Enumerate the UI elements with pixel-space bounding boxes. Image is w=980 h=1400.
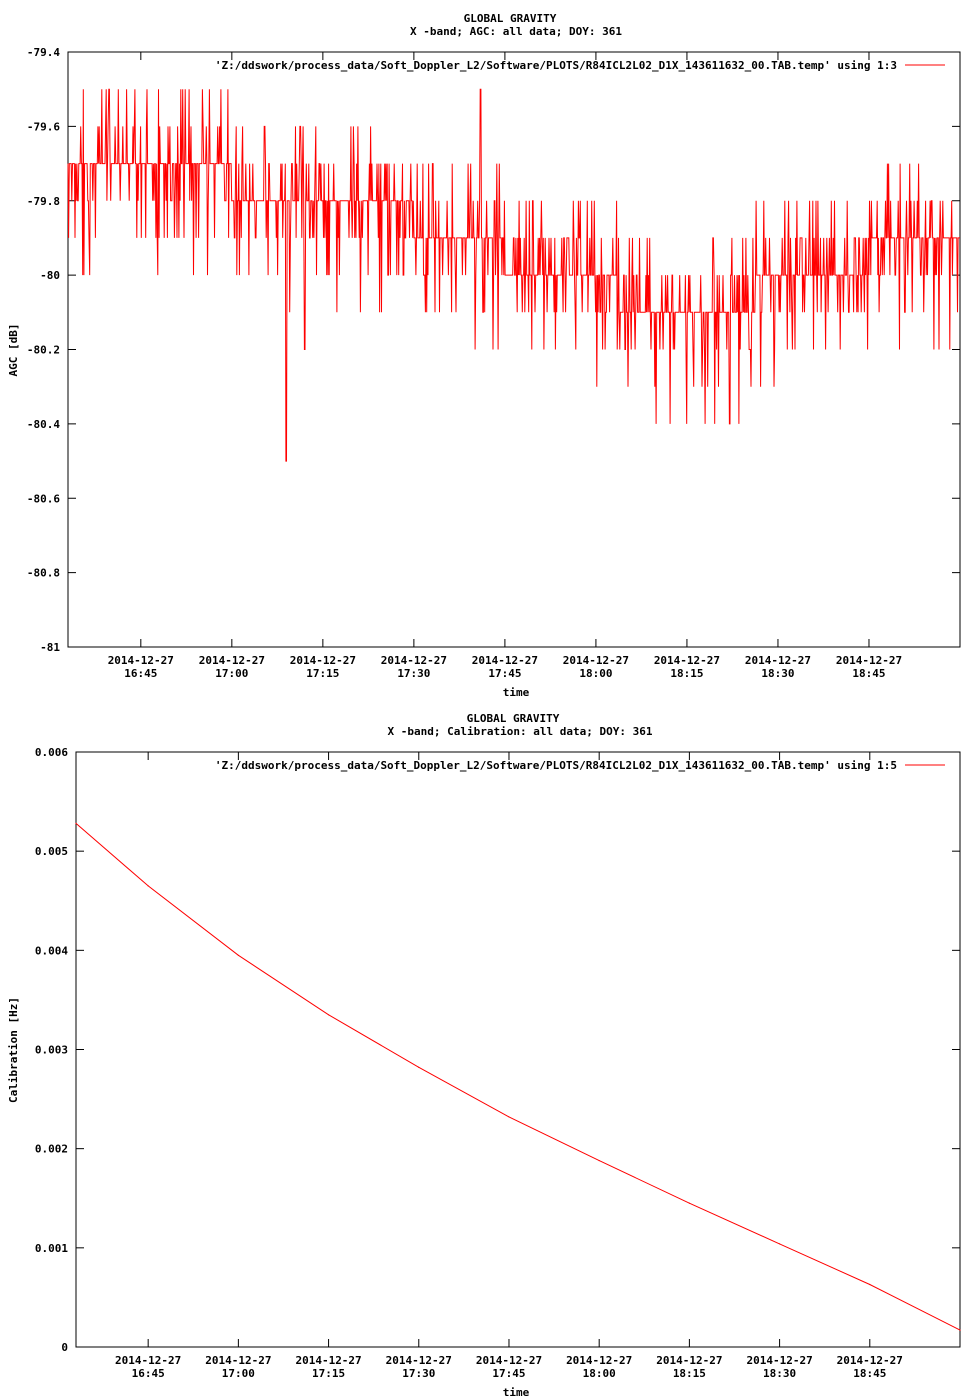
calibration-legend-label: 'Z:/ddswork/process_data/Soft_Doppler_L2… [215, 759, 897, 772]
agc-x-tick-date: 2014-12-27 [836, 654, 902, 667]
calibration-data-point [688, 1202, 690, 1204]
agc-x-tick-date: 2014-12-27 [472, 654, 538, 667]
calibration-x-tick-time: 18:30 [763, 1367, 796, 1380]
agc-y-tick-label: -79.6 [27, 120, 60, 133]
calibration-data-point [778, 1243, 781, 1245]
calibration-x-tick-time: 18:45 [853, 1367, 886, 1380]
agc-y-tick-label: -81 [40, 641, 60, 654]
agc-chart-title: GLOBAL GRAVITY [464, 12, 557, 25]
calibration-data-point [147, 885, 149, 887]
agc-y-tick-label: -80 [40, 269, 60, 282]
agc-chart: GLOBAL GRAVITY X -band; AGC: all data; D… [7, 12, 961, 699]
calibration-x-tick-time: 17:00 [222, 1367, 255, 1380]
agc-chart-subtitle: X -band; AGC: all data; DOY: 361 [410, 25, 622, 38]
calibration-data-point [959, 1329, 961, 1331]
agc-x-tick-date: 2014-12-27 [563, 654, 629, 667]
agc-x-tick-date: 2014-12-27 [290, 654, 356, 667]
calibration-chart-subtitle: X -band; Calibration: all data; DOY: 361 [388, 725, 653, 738]
agc-x-tick-time: 17:45 [488, 667, 521, 680]
calibration-x-tick-date: 2014-12-27 [205, 1354, 271, 1367]
calibration-chart: GLOBAL GRAVITY X -band; Calibration: all… [7, 712, 961, 1399]
calibration-x-tick-date: 2014-12-27 [837, 1354, 903, 1367]
calibration-x-tick-date: 2014-12-27 [656, 1354, 722, 1367]
calibration-data-point [327, 1014, 330, 1016]
calibration-x-tick-date: 2014-12-27 [295, 1354, 361, 1367]
agc-x-tick-date: 2014-12-27 [654, 654, 720, 667]
agc-x-tick-date: 2014-12-27 [745, 654, 811, 667]
agc-x-tick-time: 17:30 [397, 667, 430, 680]
calibration-x-tick-date: 2014-12-27 [476, 1354, 542, 1367]
agc-legend-label: 'Z:/ddswork/process_data/Soft_Doppler_L2… [215, 59, 897, 72]
calibration-y-tick-label: 0.003 [35, 1044, 68, 1057]
calibration-x-tick-date: 2014-12-27 [566, 1354, 632, 1367]
calibration-data-point [598, 1159, 600, 1162]
agc-series-line [67, 88, 960, 462]
calibration-x-axis-label: time [503, 1386, 530, 1399]
agc-x-tick-time: 18:15 [670, 667, 703, 680]
calibration-data-point [75, 822, 77, 825]
calibration-y-tick-label: 0.004 [35, 944, 68, 957]
calibration-y-axis-label: Calibration [Hz] [7, 997, 20, 1103]
calibration-y-tick-label: 0.002 [35, 1143, 68, 1156]
calibration-y-tick-label: 0 [61, 1341, 68, 1354]
agc-x-tick-time: 16:45 [124, 667, 157, 680]
calibration-data-point [869, 1283, 871, 1286]
calibration-data-point [237, 954, 239, 956]
agc-x-tick-time: 18:30 [761, 667, 794, 680]
calibration-chart-title: GLOBAL GRAVITY [467, 712, 560, 725]
agc-y-tick-label: -80.6 [27, 492, 60, 505]
calibration-x-tick-time: 18:00 [583, 1367, 616, 1380]
calibration-x-tick-time: 17:15 [312, 1367, 345, 1380]
agc-x-tick-time: 18:00 [579, 667, 612, 680]
calibration-data-point [508, 1116, 510, 1118]
calibration-data-point [418, 1066, 420, 1068]
calibration-x-tick-time: 17:45 [492, 1367, 525, 1380]
calibration-x-tick-time: 18:15 [673, 1367, 706, 1380]
agc-x-tick-time: 17:00 [215, 667, 248, 680]
calibration-y-tick-label: 0.005 [35, 845, 68, 858]
agc-y-tick-label: -80.8 [27, 567, 60, 580]
agc-y-tick-label: -80.2 [27, 344, 60, 357]
agc-y-axis-label: AGC [dB] [7, 324, 20, 377]
agc-x-tick-date: 2014-12-27 [381, 654, 447, 667]
calibration-x-tick-date: 2014-12-27 [746, 1354, 812, 1367]
agc-y-tick-label: -79.4 [27, 46, 60, 59]
agc-x-tick-time: 17:15 [306, 667, 339, 680]
agc-x-tick-time: 18:45 [852, 667, 885, 680]
calibration-y-tick-label: 0.006 [35, 746, 68, 759]
agc-x-tick-date: 2014-12-27 [199, 654, 265, 667]
calibration-x-tick-time: 16:45 [132, 1367, 165, 1380]
calibration-x-tick-date: 2014-12-27 [386, 1354, 452, 1367]
agc-y-tick-label: -80.4 [27, 418, 60, 431]
calibration-x-tick-date: 2014-12-27 [115, 1354, 181, 1367]
calibration-y-tick-label: 0.001 [35, 1242, 68, 1255]
agc-y-tick-label: -79.8 [27, 195, 60, 208]
agc-x-tick-date: 2014-12-27 [108, 654, 174, 667]
calibration-x-tick-time: 17:30 [402, 1367, 435, 1380]
agc-x-axis-label: time [503, 686, 530, 699]
